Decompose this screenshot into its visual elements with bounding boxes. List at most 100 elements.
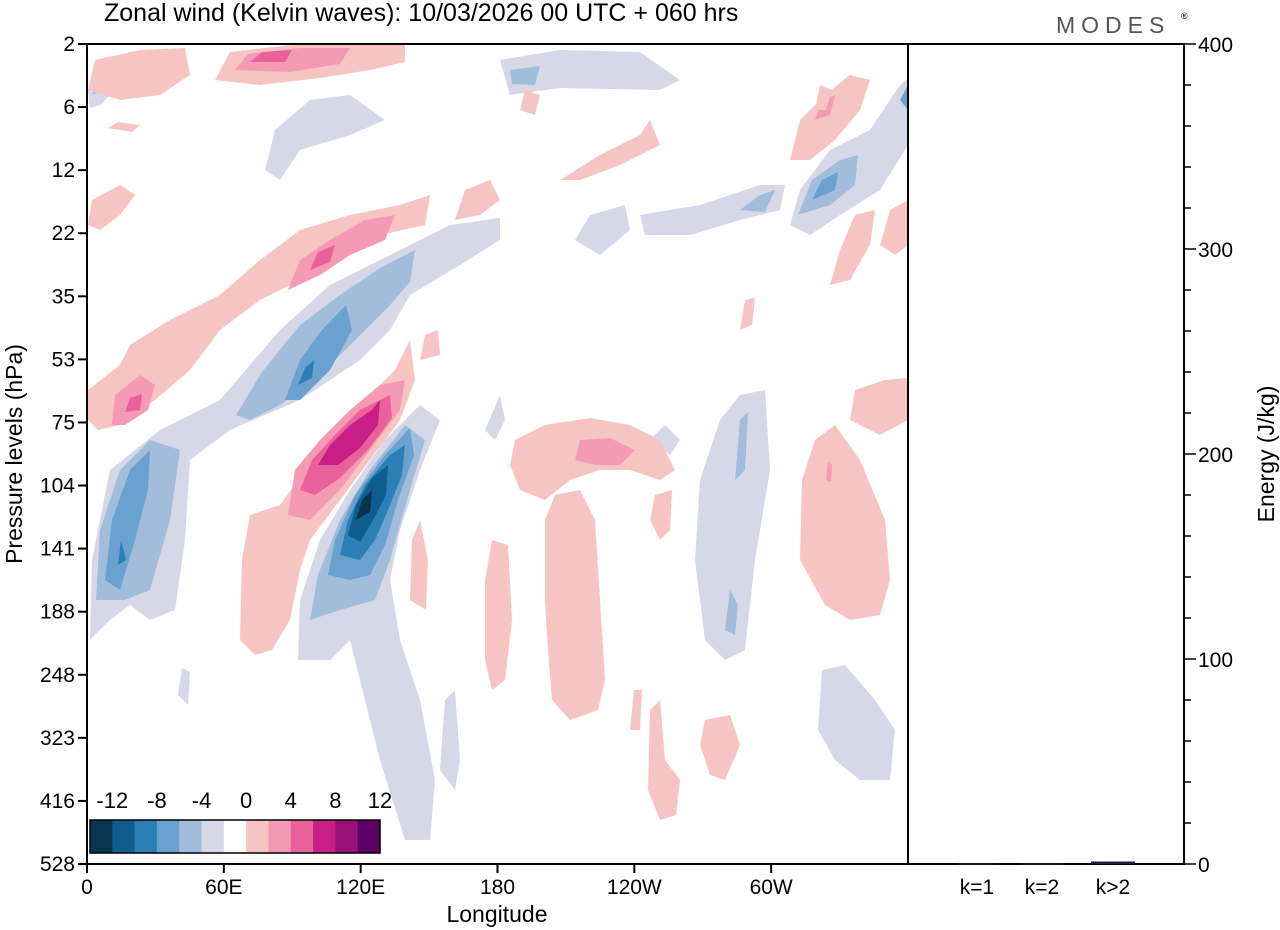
- neg-small-blob: [178, 668, 190, 705]
- colorbar-swatch: [357, 820, 381, 853]
- colorbar-frame: [89, 819, 381, 854]
- hovmoller-panel: -12 -8 -4 0 4 8 12: [87, 44, 908, 864]
- colorbar-swatch: [290, 820, 314, 853]
- pos-band-lev2: [125, 245, 335, 412]
- pos-dateline-left-2: [410, 520, 428, 610]
- colorbar-label: -12: [96, 788, 128, 813]
- y-tick-label: 22: [52, 222, 75, 245]
- energy-tick-label: 300: [1198, 239, 1233, 262]
- wavenumber-label: k=1: [960, 876, 994, 899]
- wavenumber-label: k>2: [1096, 876, 1130, 899]
- colorbar-swatch: [90, 820, 113, 853]
- chart-title: Zonal wind (Kelvin waves): 10/03/2026 00…: [104, 0, 738, 27]
- pos-dateline-stem: [545, 490, 605, 720]
- wavenumber-axis: k=1 k=2 k>2: [960, 876, 1130, 899]
- energy-bar: [1020, 863, 1064, 865]
- energy-tick-label: 400: [1198, 34, 1233, 57]
- pressure-axis: 2 6 12 22 35 53 75 104 141 188 248 323 416 528: [40, 33, 87, 876]
- energy-axis-label: Energy (J/kg): [1253, 386, 1279, 523]
- colorbar-swatch: [112, 820, 136, 853]
- y-tick-label: 6: [63, 96, 75, 119]
- colorbar-swatch: [156, 820, 180, 853]
- hovmoller-background: [87, 44, 908, 864]
- modes-logo: MODES: [1056, 12, 1170, 38]
- neg-dateline-wisp: [440, 395, 680, 790]
- energy-tick-label: 0: [1198, 854, 1210, 877]
- pos-right-edge: [850, 378, 908, 435]
- y-tick-label: 2: [63, 33, 75, 56]
- colorbar-swatch: [246, 820, 269, 853]
- wavenumber-label: k=2: [1025, 876, 1059, 899]
- colorbar-label: 4: [285, 788, 297, 813]
- pos-dateline-left: [485, 540, 512, 690]
- neg-band-outer: [90, 218, 500, 640]
- pos-mid-right: [830, 200, 908, 285]
- colorbar-swatch: [223, 820, 247, 853]
- y-tick-label: 141: [40, 538, 75, 561]
- pos-upper-right: [790, 75, 870, 160]
- neg-upper-strip-2: [510, 66, 540, 85]
- colorbar: -12 -8 -4 0 4 8 12: [87, 783, 392, 861]
- energy-tick-label: 200: [1198, 444, 1233, 467]
- neg-main-outer: [298, 405, 440, 840]
- longitude-axis: 0 60E 120E 180 120W 60W: [81, 864, 793, 899]
- neg-main-lev5: [356, 490, 372, 520]
- colorbar-label: 8: [329, 788, 341, 813]
- y-tick-label: 104: [40, 475, 75, 498]
- colorbar-label: -4: [192, 788, 212, 813]
- positive-anomaly-contours: [88, 44, 908, 820]
- colorbar-swatch: [313, 820, 336, 853]
- y-tick-label: 35: [52, 285, 75, 308]
- energy-bar: [1091, 861, 1135, 864]
- colorbar-swatch: [268, 820, 292, 853]
- energy-panel-frame: [907, 43, 1185, 865]
- energy-tick-label: 100: [1198, 649, 1233, 672]
- neg-60W-lower: [818, 665, 895, 780]
- pos-main-lev3: [318, 400, 380, 465]
- y-tick-label: 188: [40, 601, 75, 624]
- x-tick-label: 60E: [205, 876, 242, 899]
- pos-60W-column-lev1: [826, 462, 832, 482]
- neg-22-strip-core: [740, 190, 775, 212]
- pos-upper-center-lev2: [250, 50, 292, 62]
- pos-band-lev1: [112, 215, 395, 425]
- x-tick-label: 0: [81, 876, 93, 899]
- colorbar-swatch: [179, 820, 202, 853]
- neg-upper-strip-1: [500, 50, 680, 95]
- pos-band-outer: [88, 195, 430, 430]
- x-tick-label: 180: [480, 876, 515, 899]
- x-tick-label: 120E: [336, 876, 385, 899]
- pos-dateline-lower: [630, 690, 680, 820]
- negative-anomaly-contours: [88, 50, 908, 840]
- neg-band-core: [105, 305, 352, 590]
- x-axis-label: Longitude: [446, 901, 547, 927]
- y-tick-label: 75: [52, 411, 75, 434]
- y-tick-label: 248: [40, 664, 75, 687]
- colorbar-label: -8: [147, 788, 167, 813]
- registered-mark: ®: [1181, 11, 1188, 21]
- energy-bars: [955, 861, 1135, 865]
- neg-12-level: [265, 95, 385, 180]
- pos-60W-column: [800, 425, 890, 620]
- pos-12-streak: [560, 120, 660, 180]
- pos-dateline-cap-lev1: [575, 438, 635, 465]
- x-tick-label: 120W: [607, 876, 662, 899]
- y-tick-label: 323: [40, 727, 75, 750]
- y-tick-label: 12: [52, 159, 75, 182]
- neg-60W-column: [695, 390, 770, 660]
- pos-upper-left: [88, 48, 190, 100]
- y-tick-label: 53: [52, 348, 75, 371]
- neg-22-strip: [575, 185, 785, 255]
- x-tick-label: 60W: [750, 876, 793, 899]
- y-tick-label: 528: [40, 853, 75, 876]
- energy-axis: 0 100 200 300 400: [1184, 34, 1233, 877]
- neg-60W-upper-lev2: [812, 85, 908, 200]
- colorbar-label: 0: [240, 788, 252, 813]
- pos-120W-blob: [650, 490, 740, 780]
- y-tick-label: 416: [40, 790, 75, 813]
- energy-bar: [955, 863, 999, 865]
- neg-60W-column-core: [725, 412, 748, 635]
- colorbar-swatch: [134, 820, 158, 853]
- colorbar-swatch: [335, 820, 359, 853]
